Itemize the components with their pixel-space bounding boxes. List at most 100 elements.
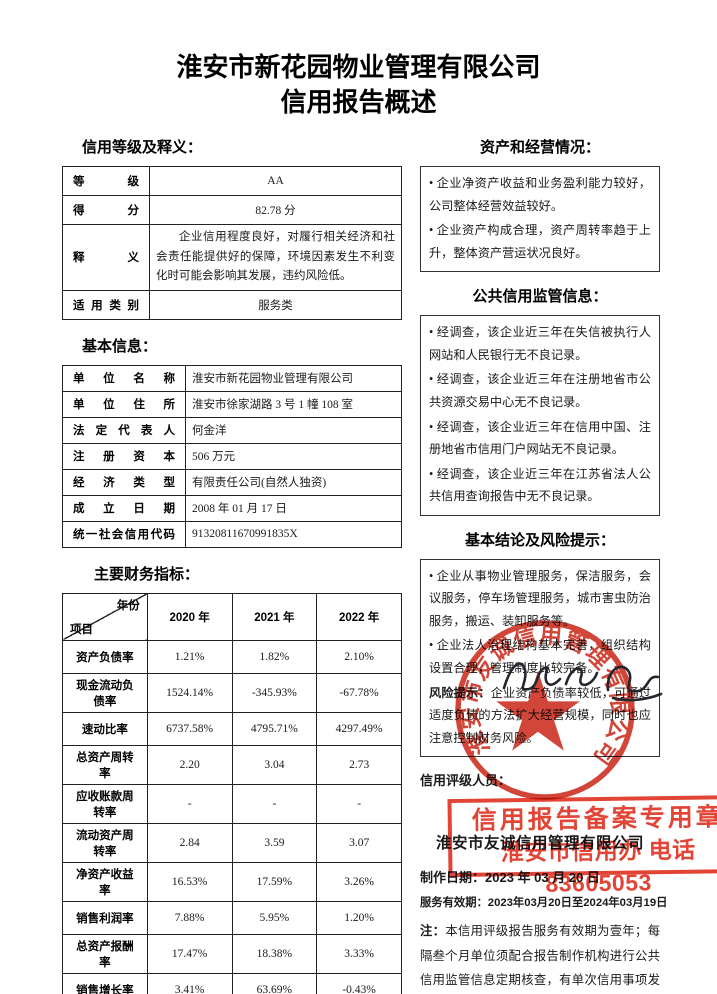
- basic-row: 单位住所 淮安市徐家湖路 3 号 1 幢 108 室: [62, 390, 402, 418]
- financial-value: 1.82%: [231, 639, 318, 674]
- financial-value: 2.73: [316, 744, 402, 785]
- financial-row-label: 流动资产周转率: [62, 822, 148, 863]
- basic-row: 法定代表人 何金洋: [62, 416, 402, 444]
- bullet-item: • 企业资产构成合理，资产周转率趋于上升，整体资产营运状况良好。: [429, 223, 651, 260]
- financial-value: 4795.71%: [231, 711, 318, 746]
- corner-item-label: 项目: [70, 623, 93, 636]
- financial-value: 4297.49%: [316, 711, 402, 746]
- financial-value: 3.26%: [316, 861, 402, 902]
- financial-value: 18.38%: [231, 933, 318, 974]
- financial-corner-cell: 年份项目: [62, 592, 148, 641]
- financial-value: 63.69%: [231, 972, 318, 994]
- financial-value: 17.47%: [146, 933, 233, 974]
- financial-value: 3.33%: [316, 933, 402, 974]
- financial-row: 销售增长率 3.41% 63.69% -0.43%: [62, 972, 402, 994]
- financial-value: 1.20%: [316, 900, 402, 935]
- basic-info-table: 单位名称 淮安市新花园物业管理有限公司 单位住所 淮安市徐家湖路 3 号 1 幢 10…: [62, 364, 402, 548]
- financial-row-label: 净资产收益率: [62, 861, 148, 902]
- basic-info-heading: 基本信息：: [82, 337, 158, 355]
- bullet-item: • 企业净资产收益和业务盈利能力较好，公司整体经营效益较好。: [429, 176, 651, 213]
- credit-value: 服务类: [149, 289, 402, 320]
- basic-label: 经济类型: [62, 468, 186, 496]
- basic-value: 506 万元: [185, 442, 402, 470]
- document-title: 淮安市新花园物业管理有限公司 信用报告概述: [0, 50, 717, 120]
- financial-row-label: 现金流动负债率: [62, 672, 148, 713]
- financial-row-label: 资产负债率: [62, 639, 148, 674]
- financial-row: 速动比率 6737.58% 4795.71% 4297.49%: [62, 711, 402, 746]
- credit-row: 等级 AA: [62, 166, 402, 196]
- financial-header-row: 年份 项目 2020 年 2021 年 2022 年: [62, 592, 402, 641]
- credit-label: 等级: [62, 166, 150, 196]
- credit-row: 得分 82.78 分: [62, 195, 402, 225]
- note-text: 本信用评级报告服务有效期为壹年；每隔叁个月单位须配合报告制作机构进行公共信用监管…: [420, 924, 660, 988]
- financial-value: 1524.14%: [146, 672, 233, 713]
- financial-row-label: 总资产报酬率: [62, 933, 148, 974]
- left-column: 信用等级及释义： 等级 AA 得分 82.78 分释义 企业信用程度良好，对履行相关经济…: [62, 136, 402, 994]
- financial-value: -67.78%: [316, 672, 402, 713]
- financial-value: 17.59%: [231, 861, 318, 902]
- made-date-label: 制作日期：: [420, 870, 486, 886]
- financial-value: 16.53%: [146, 861, 233, 902]
- signoff-section: 信用评级人员： 淮安市友诚信用管理有限公司 制作日期：2023 年 03 月 2…: [420, 770, 667, 994]
- basic-label: 注册资本: [62, 442, 186, 470]
- financial-table-body: 资产负债率 1.21% 1.82% 2.10% 现金流动负债率 1524.14% -345.…: [62, 639, 402, 994]
- financial-row-label: 应收账款周转率: [62, 783, 148, 824]
- bullet-item: • 企业法人治理结构基本完善，组织结构设置合理，管理制度比较完备。: [429, 638, 651, 675]
- financial-table-head: 年份 项目 2020 年 2021 年 2022 年: [62, 592, 402, 641]
- financial-value: -: [316, 783, 402, 824]
- financial-table: 年份 项目 2020 年 2021 年 2022 年 资产负债率 1.21% 1.82% 2.…: [62, 592, 402, 994]
- basic-row: 注册资本 506 万元: [62, 442, 402, 470]
- basic-label: 法定代表人: [62, 416, 186, 444]
- bullet-item: • 经调查，该企业近三年在注册地省市公共资源交易中心无不良记录。: [429, 372, 651, 409]
- credit-value: AA: [149, 166, 402, 196]
- financial-value: -: [231, 783, 318, 824]
- financial-value: 2.20: [146, 744, 233, 785]
- risk-label: 风险提示：: [429, 685, 491, 700]
- financial-value: 3.41%: [146, 972, 233, 994]
- basic-value: 有限责任公司(自然人独资): [185, 468, 402, 496]
- financial-value: 3.04: [231, 744, 318, 785]
- financial-row: 流动资产周转率 2.84 3.59 3.07: [62, 822, 402, 863]
- credit-rating-table: 等级 AA 得分 82.78 分释义 企业信用程度良好，对履行相关经济和社会责任能提供好…: [62, 166, 402, 320]
- made-date-line: 制作日期：2023 年 03 月 20 日: [420, 867, 660, 886]
- financial-year-header: 2020 年: [146, 592, 233, 641]
- credit-row: 释义 企业信用程度良好，对履行相关经济和社会责任能提供好的保障，环境因素发生不利变…: [62, 224, 402, 291]
- validity-line: 服务有效期：2023年03月20日至2024年03月19日: [420, 894, 667, 910]
- assets-box: • 企业净资产收益和业务盈利能力较好，公司整体经营效益较好。 • 企业资产构成合理…: [420, 166, 660, 273]
- basic-label: 统一社会信用代码: [62, 520, 186, 548]
- basic-row: 经济类型 有限责任公司(自然人独资): [62, 468, 402, 496]
- financial-value: -: [146, 783, 233, 824]
- financial-row: 总资产周转率 2.20 3.04 2.73: [62, 744, 402, 785]
- basic-value: 何金洋: [185, 416, 402, 444]
- financial-value: 3.59: [231, 822, 318, 863]
- corner-year-label: 年份: [116, 599, 140, 612]
- financial-row: 现金流动负债率 1524.14% -345.93% -67.78%: [62, 672, 402, 713]
- spacer: [62, 320, 402, 335]
- risk-paragraph: 风险提示：企业资产负债率较低，可通过适度负债的方法扩大经营规模，同时也应注意控制…: [429, 682, 651, 750]
- financial-year-header: 2022 年: [316, 592, 402, 641]
- financial-value: 7.88%: [146, 900, 233, 935]
- basic-row: 统一社会信用代码 91320811670991835X: [62, 520, 402, 548]
- financial-value: 2.10%: [316, 639, 402, 674]
- financial-row-label: 销售利润率: [62, 900, 148, 935]
- basic-value: 淮安市徐家湖路 3 号 1 幢 108 室: [185, 390, 402, 418]
- document-title-line2: 信用报告概述: [280, 87, 437, 117]
- public-credit-box: • 经调查，该企业近三年在失信被执行人网站和人民银行无不良记录。 • 经调查，该企…: [420, 315, 660, 516]
- financial-row: 应收账款周转率 - - -: [62, 783, 402, 824]
- basic-value: 91320811670991835X: [185, 520, 402, 548]
- financial-value: 1.21%: [146, 639, 233, 674]
- credit-row: 适用类别 服务类: [62, 289, 402, 320]
- bullet-item: • 经调查，该企业近三年在失信被执行人网站和人民银行无不良记录。: [429, 325, 651, 362]
- bullet-item: • 经调查，该企业近三年在信用中国、注册地省市信用门户网站无不良记录。: [429, 419, 651, 457]
- rater-label: 信用评级人员：: [420, 773, 512, 789]
- financial-value: 2.84: [146, 822, 233, 863]
- credit-rating-table-body: 等级 AA 得分 82.78 分释义 企业信用程度良好，对履行相关经济和社会责任能提供好…: [62, 166, 402, 320]
- credit-label: 得分: [62, 195, 150, 225]
- financial-heading: 主要财务指标：: [94, 565, 200, 583]
- financial-value: 3.07: [316, 822, 402, 863]
- financial-row: 资产负债率 1.21% 1.82% 2.10%: [62, 639, 402, 674]
- credit-label: 适用类别: [62, 289, 150, 320]
- document-title-line1: 淮安市新花园物业管理有限公司: [176, 52, 541, 82]
- basic-label: 单位住所: [62, 390, 186, 418]
